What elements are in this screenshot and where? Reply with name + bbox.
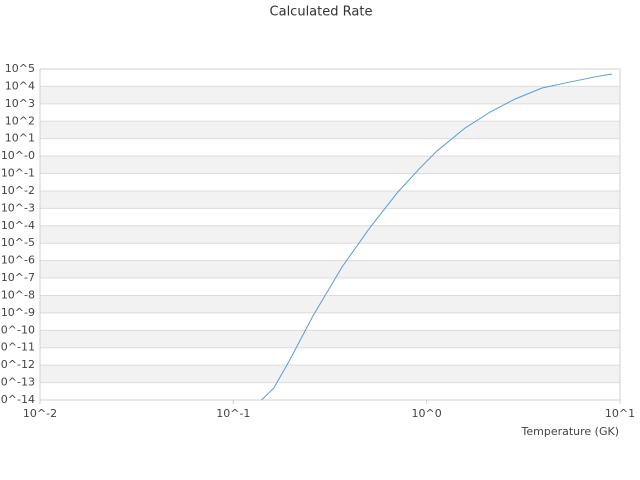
grid-band [40, 365, 620, 383]
y-tick-label: 10^-8 [1, 288, 35, 301]
grid-band [40, 260, 620, 279]
y-tick-label: 10^-3 [1, 201, 35, 214]
grid-band [40, 330, 620, 348]
grid-band [40, 86, 620, 104]
grid-band [40, 121, 620, 139]
y-tick-label: 10^-0 [1, 149, 35, 162]
y-tick-label: 10^-1 [1, 167, 35, 180]
plot-frame [39, 68, 621, 401]
y-tick-label: 10^-10 [0, 323, 35, 336]
y-tick-label: 10^3 [5, 97, 35, 110]
y-tick-label: 10^-14 [0, 393, 35, 406]
y-tick-label: 10^-12 [0, 358, 35, 371]
grid-band [40, 225, 620, 244]
y-tick-label: 10^2 [5, 114, 35, 127]
y-tick-label: 10^-13 [0, 376, 35, 389]
x-axis-label: Temperature (GK) [521, 425, 620, 438]
x-tick-label: 10^-2 [23, 407, 57, 420]
grid-band [40, 190, 620, 209]
y-tick-label: 10^4 [5, 79, 35, 92]
y-tick-label: 10^-5 [1, 236, 35, 249]
y-tick-label: 10^-2 [1, 184, 35, 197]
chart-title: Calculated Rate [270, 5, 373, 20]
x-tick-label: 10^-1 [216, 407, 250, 420]
x-tick-label: 10^0 [412, 407, 442, 420]
grid-band [40, 295, 620, 313]
y-tick-label: 10^5 [5, 62, 35, 75]
y-tick-label: 10^-7 [1, 271, 35, 284]
y-tick-label: 10^-4 [1, 219, 35, 232]
data-line [261, 73, 613, 400]
y-tick-label: 10^1 [5, 132, 35, 145]
y-tick-label: 10^-6 [1, 254, 35, 267]
grid-band [40, 156, 620, 174]
y-tick-label: 10^-11 [0, 341, 35, 354]
y-tick-label: 10^-9 [1, 306, 35, 319]
x-tick-label: 10^1 [605, 407, 635, 420]
